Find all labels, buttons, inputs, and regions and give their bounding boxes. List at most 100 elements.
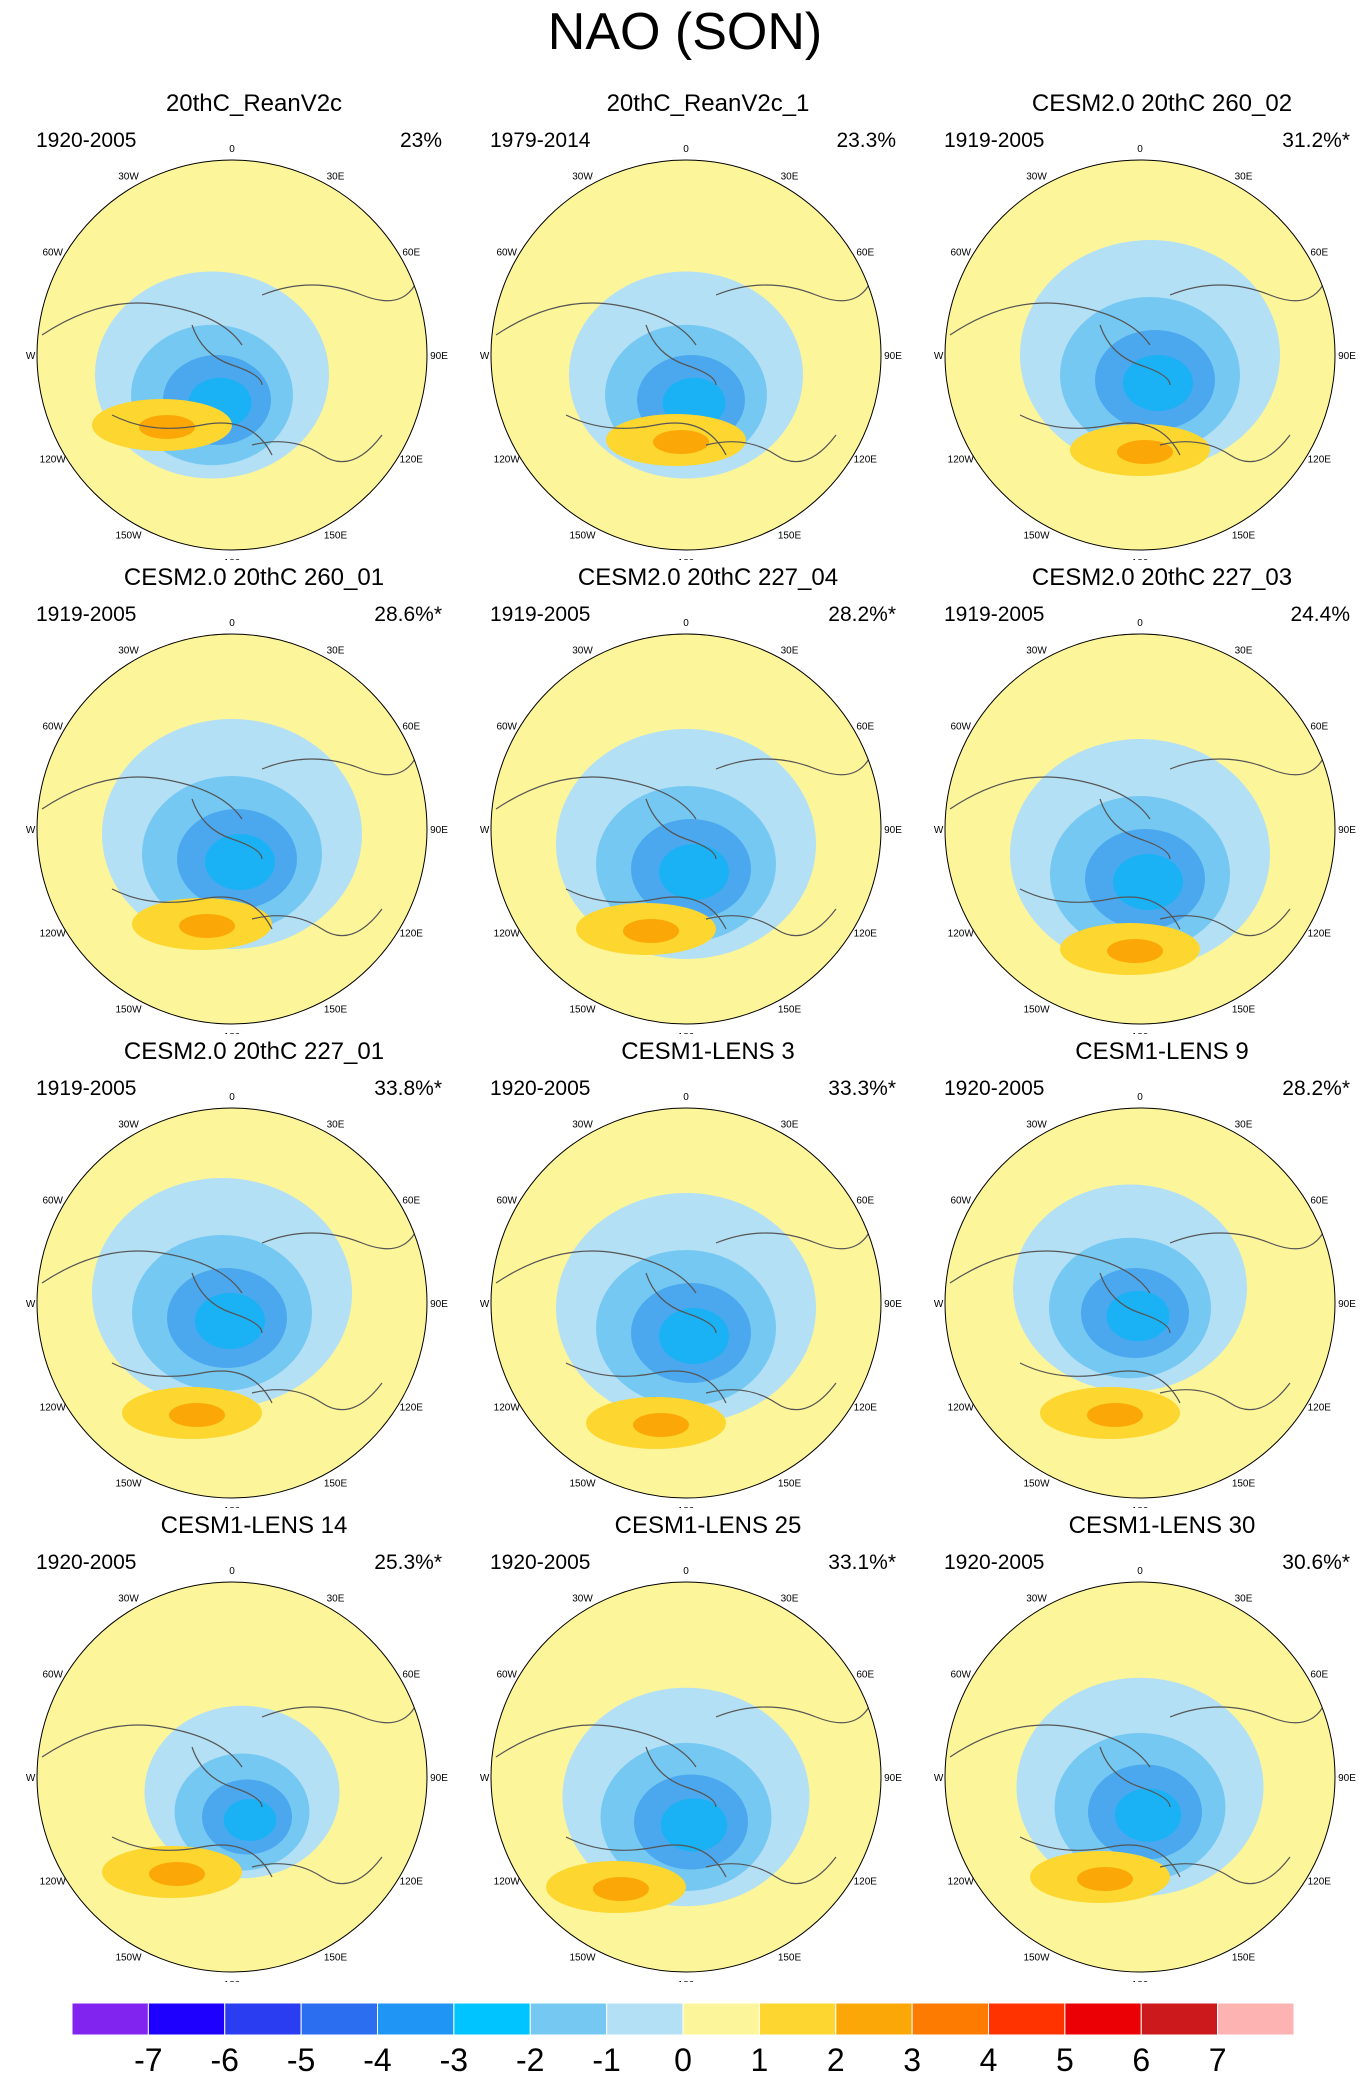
- longitude-label: 0: [683, 1092, 689, 1103]
- coastline: [645, 798, 717, 860]
- map-panel: CESM1-LENS 9 1920-2005 28.2%* 180 150E 120E 90…: [934, 1038, 1370, 1508]
- coastline: [705, 1856, 837, 1885]
- coastline: [41, 776, 243, 820]
- longitude-label: 90W: [26, 1773, 36, 1784]
- polar-map: 180 150E 120E 90E 60E 30E 0 30W 60W 90W 120W 150W: [26, 1566, 448, 1982]
- colorbar-tick-label: 0: [674, 2042, 692, 2078]
- longitude-label: 30E: [781, 646, 799, 657]
- longitude-label: 150E: [1232, 1952, 1256, 1963]
- colorbar-swatch: [1140, 2002, 1219, 2036]
- longitude-label: 150W: [1023, 1478, 1050, 1489]
- colorbar-swatch: [758, 2002, 837, 2036]
- panel-period: 1919-2005: [36, 1077, 137, 1100]
- map-panel: CESM2.0 20thC 227_04 1919-2005 28.2%* 180 15…: [480, 564, 936, 1034]
- longitude-label: 30W: [118, 172, 139, 183]
- panel-title: CESM1-LENS 9: [1075, 1038, 1249, 1065]
- anomaly-contour-neg4: [1114, 1788, 1182, 1842]
- map-boundary: [36, 1107, 428, 1499]
- coastline: [705, 908, 837, 937]
- panel-period: 1919-2005: [490, 603, 591, 626]
- colorbar-swatch: [71, 2002, 149, 2036]
- longitude-label: 90W: [934, 825, 944, 836]
- longitude-label: 180: [224, 1980, 241, 1982]
- longitude-label: 120E: [854, 1877, 878, 1888]
- longitude-label: 180: [1132, 1032, 1149, 1034]
- colorbar-tick-label: 2: [827, 2042, 845, 2078]
- polar-map: 180 150E 120E 90E 60E 30E 0 30W 60W 90W 120W 150W: [480, 618, 902, 1034]
- longitude-label: 120W: [948, 929, 975, 940]
- colorbar-swatch: [911, 2002, 989, 2036]
- map-boundary: [944, 159, 1336, 551]
- anomaly-contour-pos3: [593, 1877, 649, 1901]
- longitude-label: 60W: [950, 1196, 971, 1207]
- longitude-label: 150E: [778, 1952, 802, 1963]
- longitude-label: 60E: [402, 1670, 420, 1681]
- anomaly-contour-pos3: [1087, 1403, 1143, 1427]
- anomaly-contour-neg4: [659, 844, 729, 900]
- longitude-label: 0: [229, 1566, 235, 1577]
- longitude-label: 30W: [1026, 172, 1047, 183]
- longitude-label: 180: [1132, 1506, 1149, 1508]
- coastline: [251, 434, 383, 463]
- longitude-label: 60E: [1310, 722, 1328, 733]
- coastline: [1169, 1686, 1331, 1724]
- coastline: [41, 302, 243, 346]
- polar-map: 180 150E 120E 90E 60E 30E 0 30W 60W 90W 120W 150W: [26, 1092, 448, 1508]
- longitude-label: 150W: [115, 1004, 142, 1015]
- longitude-label: 120E: [1308, 455, 1332, 466]
- longitude-label: 120W: [948, 1877, 975, 1888]
- coastline: [1019, 1362, 1181, 1404]
- colorbar-tick-label: -6: [211, 2042, 239, 2078]
- longitude-label: 90E: [430, 1773, 448, 1784]
- longitude-label: 150W: [115, 1478, 142, 1489]
- anomaly-contour-pos3: [139, 415, 195, 439]
- colorbar-tick-label: 3: [903, 2042, 921, 2078]
- coastline: [565, 1836, 727, 1878]
- panel-variance: 25.3%*: [374, 1551, 442, 1574]
- polar-map: 180 150E 120E 90E 60E 30E 0 30W 60W 90W 120W 150W: [480, 144, 902, 560]
- longitude-label: 0: [229, 1092, 235, 1103]
- coastline: [1099, 798, 1171, 860]
- coastline: [495, 1724, 697, 1768]
- coastline: [261, 1686, 423, 1724]
- longitude-label: 30E: [1235, 646, 1253, 657]
- coastline: [495, 1250, 697, 1294]
- longitude-label: 30E: [1235, 172, 1253, 183]
- longitude-label: 150E: [1232, 530, 1256, 541]
- longitude-label: 0: [1137, 1092, 1143, 1103]
- longitude-label: 180: [678, 1032, 695, 1034]
- polar-map: 180 150E 120E 90E 60E 30E 0 30W 60W 90W 120W 150W: [480, 1566, 902, 1982]
- longitude-label: 120W: [494, 929, 521, 940]
- longitude-label: 180: [1132, 1980, 1149, 1982]
- panel-title: CESM2.0 20thC 227_01: [123, 1038, 385, 1065]
- longitude-label: 90E: [430, 825, 448, 836]
- longitude-label: 90W: [26, 825, 36, 836]
- panel-title: CESM1-LENS 25: [614, 1512, 802, 1539]
- anomaly-contour-pos3: [149, 1862, 205, 1886]
- coastline: [41, 1724, 243, 1768]
- panel-period: 1979-2014: [490, 129, 591, 152]
- longitude-label: 60W: [950, 248, 971, 259]
- longitude-label: 60E: [1310, 1196, 1328, 1207]
- longitude-label: 60E: [402, 1196, 420, 1207]
- longitude-label: 120W: [40, 1403, 67, 1414]
- anomaly-contour-pos3: [1107, 939, 1163, 963]
- longitude-label: 60E: [856, 722, 874, 733]
- polar-map: 180 150E 120E 90E 60E 30E 0 30W 60W 90W 120W 150W: [934, 1566, 1356, 1982]
- panel-title: 20thC_ReanV2c_1: [606, 90, 810, 117]
- longitude-label: 120W: [40, 1877, 67, 1888]
- longitude-label: 60W: [496, 248, 517, 259]
- colorbar-swatch: [147, 2002, 226, 2036]
- panel-title: CESM1-LENS 14: [160, 1512, 348, 1539]
- longitude-label: 90W: [26, 351, 36, 362]
- longitude-label: 90W: [480, 351, 490, 362]
- map-panel: 20thC_ReanV2c_1 1979-2014 23.3% 180 150E 120E…: [480, 90, 936, 560]
- longitude-label: 90E: [884, 825, 902, 836]
- panel-variance: 28.2%*: [828, 603, 896, 626]
- colorbar-swatch: [682, 2002, 760, 2036]
- longitude-label: 60E: [402, 248, 420, 259]
- longitude-label: 180: [1132, 558, 1149, 560]
- coastline: [41, 1250, 243, 1294]
- longitude-label: 120E: [400, 1403, 424, 1414]
- longitude-label: 90E: [430, 351, 448, 362]
